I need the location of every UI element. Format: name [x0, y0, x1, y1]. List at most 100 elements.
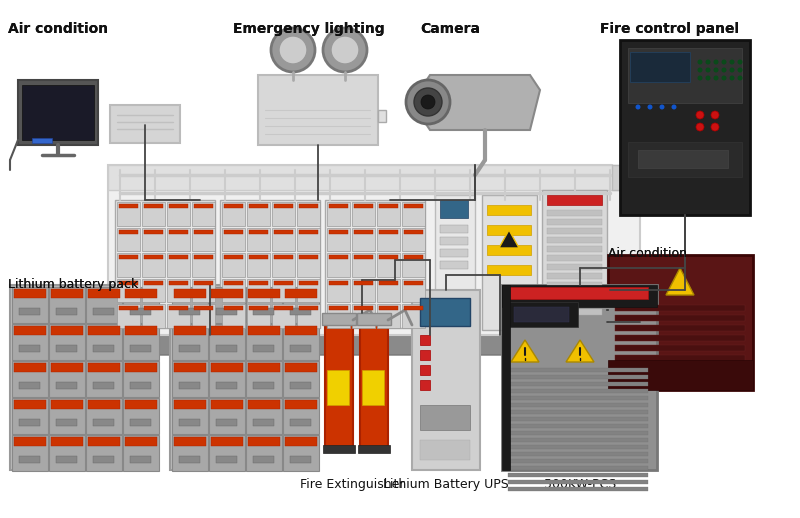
Polygon shape [666, 268, 694, 295]
Bar [378, 110, 386, 122]
Circle shape [331, 36, 359, 64]
Circle shape [323, 28, 367, 72]
Bar [420, 380, 430, 390]
Polygon shape [511, 340, 539, 362]
Bar [404, 307, 423, 310]
Bar [167, 279, 190, 303]
Bar [209, 435, 245, 470]
Text: Fire control panel: Fire control panel [600, 22, 739, 36]
Bar [174, 400, 206, 409]
Bar [222, 279, 245, 303]
Bar [169, 255, 188, 259]
Bar [508, 473, 648, 477]
Bar [615, 305, 745, 311]
Bar [502, 285, 657, 470]
Bar [130, 382, 151, 390]
Bar [170, 285, 318, 470]
Bar [547, 255, 602, 261]
Circle shape [738, 76, 742, 80]
Bar [253, 382, 274, 390]
Bar [547, 237, 602, 243]
Bar [487, 245, 531, 255]
Bar [420, 298, 470, 326]
Bar [420, 335, 430, 345]
Bar [508, 466, 648, 470]
Bar [222, 202, 245, 226]
Bar [10, 285, 158, 470]
Circle shape [696, 111, 704, 119]
Bar [144, 307, 163, 310]
Bar [194, 204, 213, 208]
Bar [440, 225, 468, 233]
Bar [56, 308, 78, 315]
Bar [325, 320, 353, 450]
Bar [246, 398, 282, 434]
Circle shape [421, 95, 435, 109]
Bar [379, 229, 398, 234]
Bar [360, 320, 388, 450]
Bar [32, 138, 52, 143]
Bar [179, 346, 200, 352]
Text: Air condition: Air condition [8, 22, 108, 36]
Bar [379, 281, 398, 285]
Bar [194, 281, 213, 285]
Circle shape [730, 76, 734, 80]
Bar [211, 326, 242, 335]
Bar [547, 291, 602, 297]
Bar [56, 456, 78, 464]
Bar [283, 361, 318, 396]
Text: Lithium battery pack: Lithium battery pack [8, 278, 138, 291]
Circle shape [696, 123, 704, 131]
Bar [192, 305, 215, 328]
Bar [88, 289, 119, 298]
Bar [144, 204, 163, 208]
Bar [19, 456, 41, 464]
Bar [274, 281, 293, 285]
Bar [253, 308, 274, 315]
Bar [404, 204, 423, 208]
Bar [209, 324, 245, 359]
Circle shape [714, 67, 718, 73]
Bar [86, 324, 122, 359]
Bar [246, 287, 282, 323]
Bar [117, 253, 140, 277]
Bar [88, 363, 119, 372]
Circle shape [698, 67, 702, 73]
Bar [192, 253, 215, 277]
Bar [297, 202, 320, 226]
Bar [12, 398, 47, 434]
Circle shape [706, 76, 710, 80]
Bar [272, 227, 295, 251]
Circle shape [406, 80, 450, 124]
Bar [174, 289, 206, 298]
Bar [123, 287, 158, 323]
Bar [322, 313, 356, 325]
Bar [49, 361, 85, 396]
Bar [285, 289, 317, 298]
Bar [249, 255, 268, 259]
Polygon shape [420, 75, 540, 130]
Bar [246, 324, 282, 359]
Bar [329, 307, 348, 310]
Bar [327, 202, 350, 226]
Bar [487, 205, 531, 215]
Bar [508, 431, 648, 435]
Bar [88, 437, 119, 446]
Polygon shape [108, 335, 640, 355]
Bar [283, 287, 318, 323]
Circle shape [730, 67, 734, 73]
Bar [299, 255, 318, 259]
Bar [547, 246, 602, 252]
Polygon shape [612, 335, 640, 355]
Bar [14, 326, 46, 335]
Text: Fire control panel: Fire control panel [600, 22, 739, 36]
Text: Air condition: Air condition [608, 247, 687, 260]
Bar [379, 204, 398, 208]
Bar [620, 40, 750, 215]
Bar [377, 279, 400, 303]
Bar [56, 346, 78, 352]
Bar [169, 204, 188, 208]
Bar [440, 237, 468, 245]
Bar [192, 202, 215, 226]
Bar [357, 313, 391, 325]
